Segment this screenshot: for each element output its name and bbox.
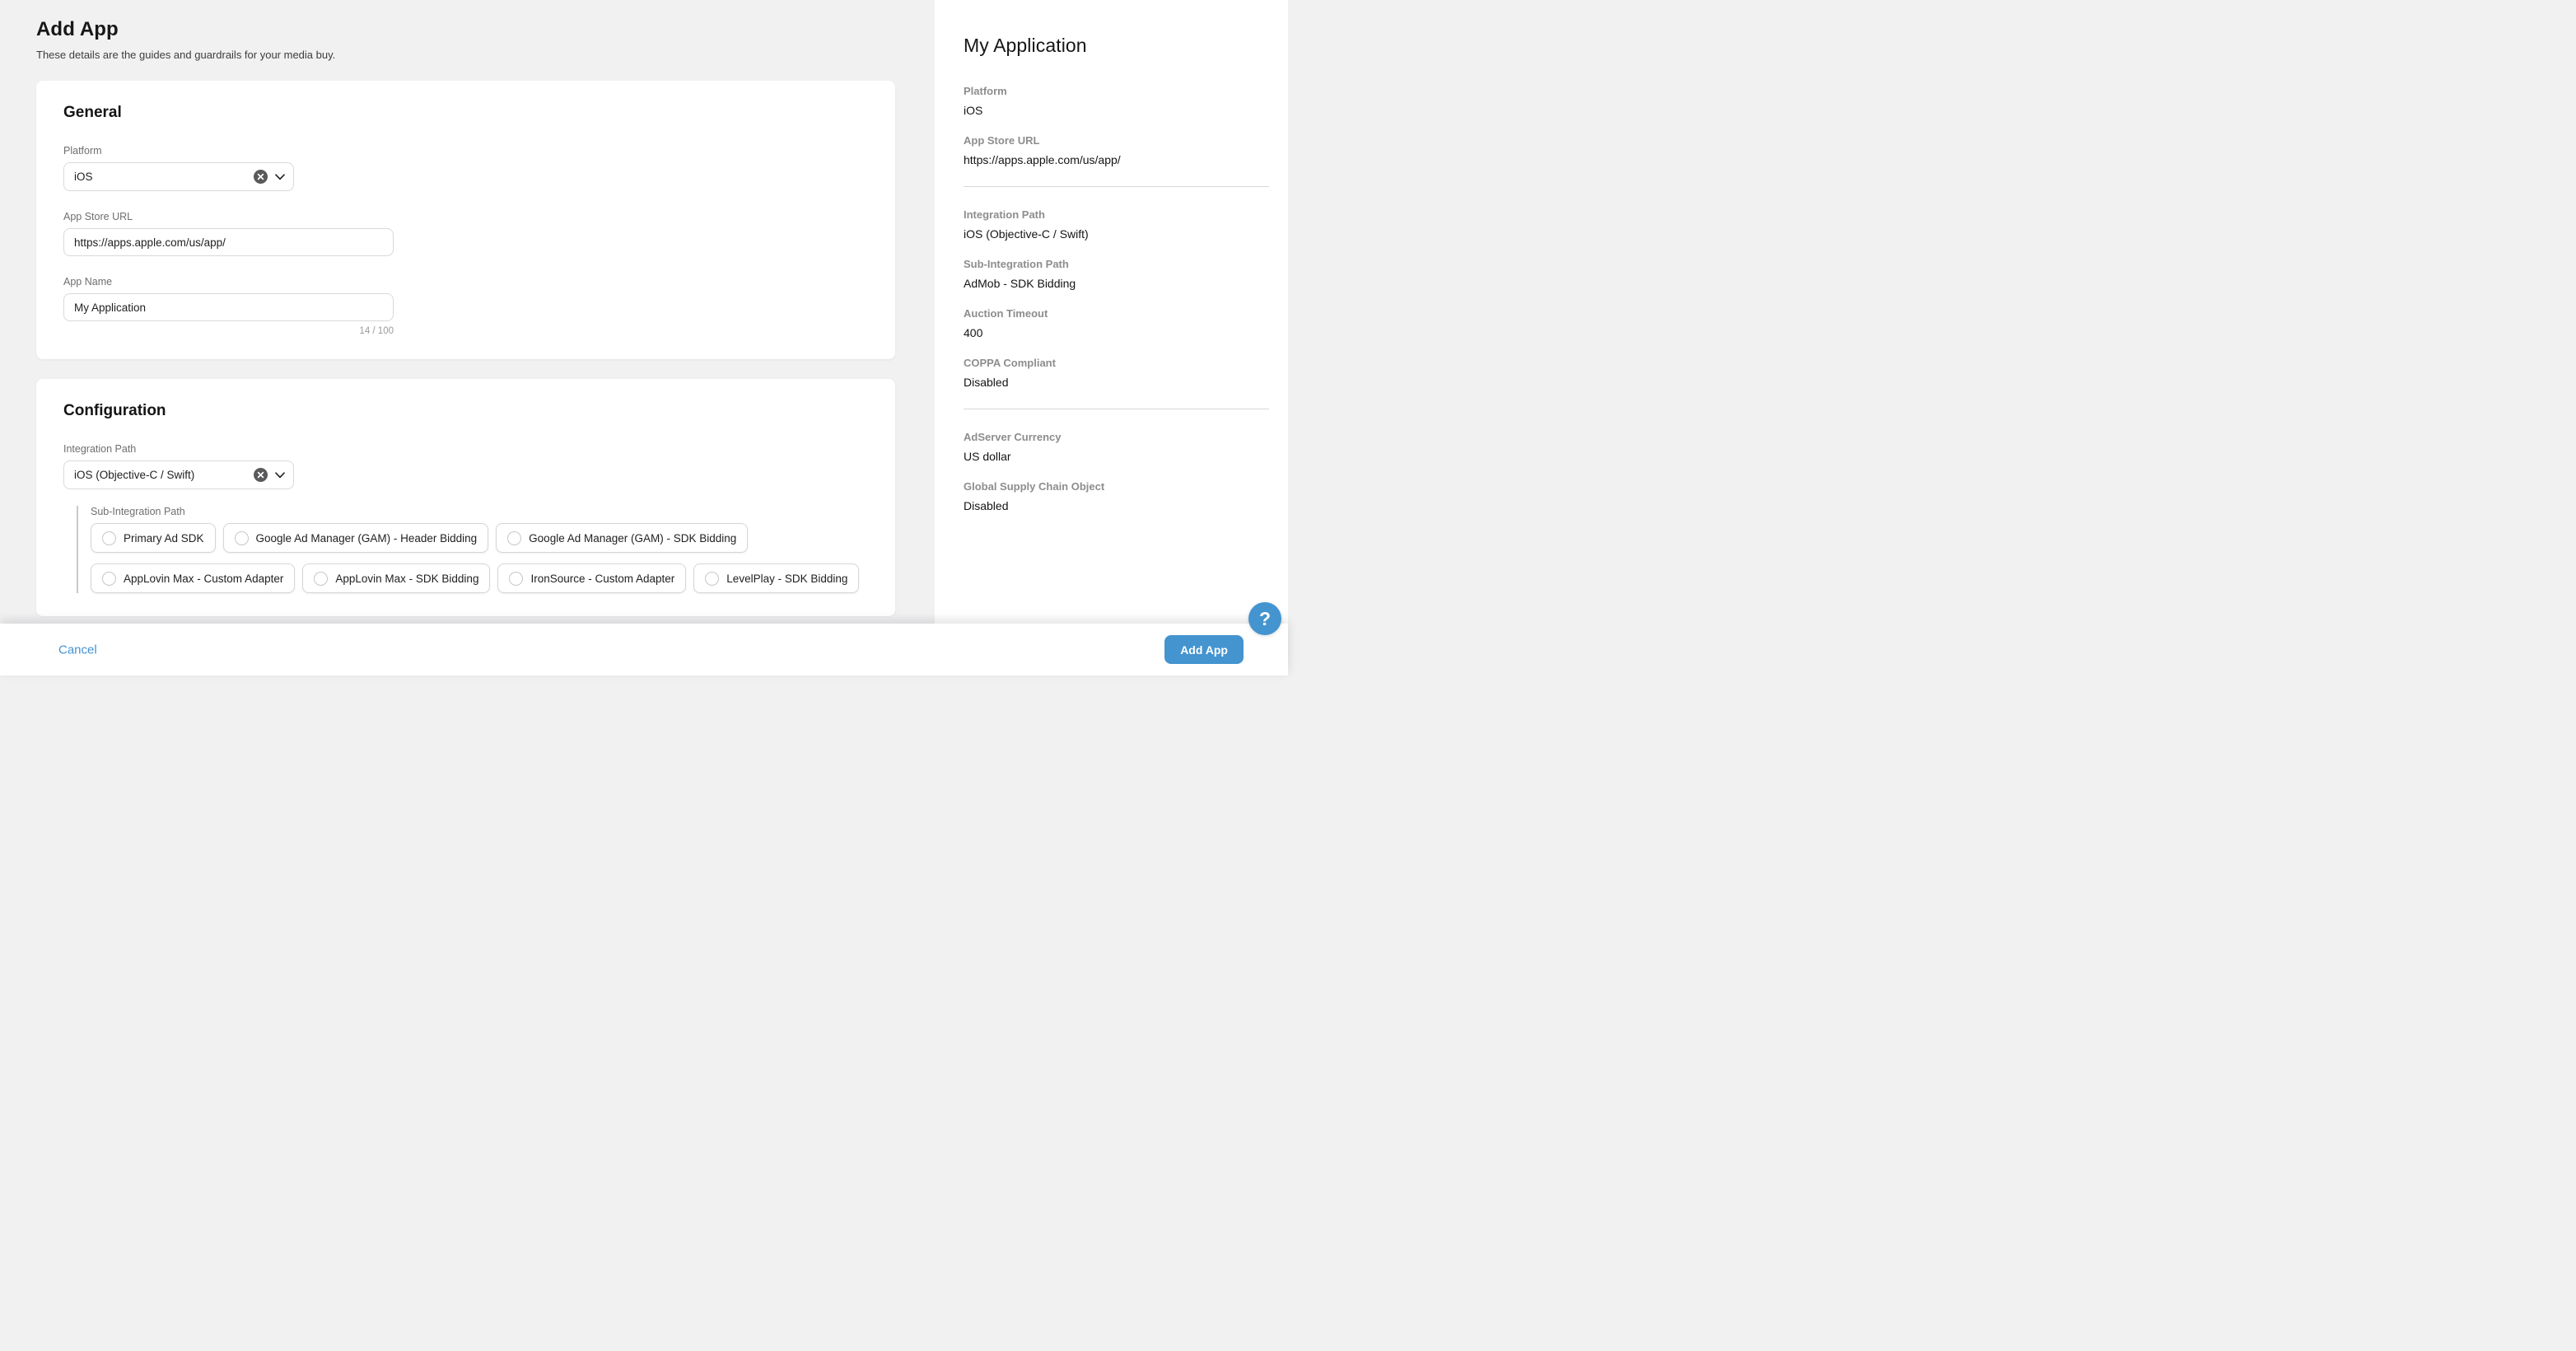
radio-option-applovin-custom-adapter[interactable]: AppLovin Max - Custom Adapter — [91, 563, 296, 593]
summary-field-label: Auction Timeout — [964, 307, 1048, 320]
radio-button[interactable] — [507, 531, 522, 545]
general-card: General Platform iOS App Store — [36, 81, 895, 359]
summary-field-value: https://apps.apple.com/us/app/ — [964, 153, 1121, 166]
app-store-url-label: App Store URL — [63, 211, 133, 222]
cancel-button[interactable]: Cancel — [58, 643, 97, 657]
summary-field-value: 400 — [964, 326, 983, 339]
chevron-down-icon[interactable] — [275, 173, 285, 180]
summary-field-label: Platform — [964, 85, 1007, 97]
integration-path-select[interactable]: iOS (Objective-C / Swift) — [63, 460, 294, 489]
summary-field-value: AdMob - SDK Bidding — [964, 277, 1076, 290]
summary-platform: Platform iOS — [964, 85, 1269, 117]
summary-divider — [964, 186, 1269, 187]
summary-field-label: AdServer Currency — [964, 431, 1062, 443]
app-name-label: App Name — [63, 276, 113, 287]
app-name-input[interactable] — [63, 293, 394, 321]
radio-button[interactable] — [102, 531, 116, 545]
configuration-card: Configuration Integration Path iOS (Obje… — [36, 379, 895, 616]
radio-option-label: IronSource - Custom Adapter — [530, 572, 675, 585]
summary-app-store-url: App Store URL https://apps.apple.com/us/… — [964, 134, 1269, 166]
app-store-url-input[interactable] — [63, 228, 394, 256]
radio-option-label: Google Ad Manager (GAM) - SDK Bidding — [529, 531, 737, 545]
radio-option-applovin-sdk-bidding[interactable]: AppLovin Max - SDK Bidding — [302, 563, 491, 593]
platform-select-value: iOS — [74, 171, 93, 183]
app-name-field: App Name 14 / 100 — [63, 276, 868, 336]
summary-sub-integration-path: Sub-Integration Path AdMob - SDK Bidding — [964, 258, 1269, 290]
platform-field: Platform iOS — [63, 145, 868, 191]
summary-field-label: Integration Path — [964, 208, 1045, 221]
radio-button[interactable] — [102, 571, 116, 586]
radio-option-levelplay-sdk-bidding[interactable]: LevelPlay - SDK Bidding — [693, 563, 860, 593]
page-subtitle: These details are the guides and guardra… — [36, 49, 336, 61]
summary-field-label: Global Supply Chain Object — [964, 480, 1105, 493]
summary-field-label: Sub-Integration Path — [964, 258, 1069, 270]
radio-button[interactable] — [234, 531, 249, 545]
clear-icon[interactable] — [254, 468, 268, 482]
summary-field-value: US dollar — [964, 450, 1011, 463]
radio-button[interactable] — [509, 571, 524, 586]
app-name-char-counter: 14 / 100 — [359, 326, 394, 336]
chevron-down-icon[interactable] — [275, 471, 285, 479]
help-button[interactable]: ? — [1248, 602, 1281, 635]
sub-integration-section: Sub-Integration Path Primary Ad SDK Goog… — [77, 506, 868, 593]
app-store-url-field: App Store URL — [63, 211, 868, 256]
summary-adserver-currency: AdServer Currency US dollar — [964, 431, 1269, 463]
radio-button[interactable] — [314, 571, 329, 586]
summary-global-supply-chain-object: Global Supply Chain Object Disabled — [964, 480, 1269, 512]
radio-option-ironsource-custom-adapter[interactable]: IronSource - Custom Adapter — [497, 563, 687, 593]
summary-sidebar: My Application Platform iOS App Store UR… — [935, 0, 1288, 676]
action-bar: Cancel Add App — [0, 624, 1288, 676]
summary-field-label: App Store URL — [964, 134, 1040, 147]
summary-integration-path: Integration Path iOS (Objective-C / Swif… — [964, 208, 1269, 241]
summary-field-value: Disabled — [964, 499, 1009, 512]
summary-auction-timeout: Auction Timeout 400 — [964, 307, 1269, 339]
sub-integration-label: Sub-Integration Path — [91, 506, 185, 517]
add-app-form-area: Add App These details are the guides and… — [0, 0, 935, 676]
summary-title: My Application — [964, 35, 1087, 56]
radio-option-gam-sdk-bidding[interactable]: Google Ad Manager (GAM) - SDK Bidding — [496, 523, 749, 553]
summary-field-value: Disabled — [964, 376, 1009, 389]
integration-path-label: Integration Path — [63, 443, 137, 455]
summary-field-value: iOS — [964, 104, 983, 117]
integration-path-field: Integration Path iOS (Objective-C / Swif… — [63, 443, 868, 489]
radio-option-label: Google Ad Manager (GAM) - Header Bidding — [255, 531, 478, 545]
radio-option-gam-header-bidding[interactable]: Google Ad Manager (GAM) - Header Bidding — [222, 523, 489, 553]
page-title: Add App — [36, 18, 119, 40]
radio-option-label: LevelPlay - SDK Bidding — [726, 572, 848, 585]
radio-option-primary-ad-sdk[interactable]: Primary Ad SDK — [91, 523, 216, 553]
radio-button[interactable] — [705, 571, 720, 586]
radio-option-label: AppLovin Max - SDK Bidding — [335, 572, 479, 585]
platform-select[interactable]: iOS — [63, 162, 294, 191]
add-app-button[interactable]: Add App — [1164, 635, 1244, 664]
platform-label: Platform — [63, 145, 102, 157]
clear-icon[interactable] — [254, 170, 268, 184]
configuration-heading: Configuration — [63, 402, 166, 419]
integration-path-select-value: iOS (Objective-C / Swift) — [74, 469, 195, 481]
radio-option-label: Primary Ad SDK — [124, 531, 204, 545]
summary-field-value: iOS (Objective-C / Swift) — [964, 227, 1089, 241]
radio-option-label: AppLovin Max - Custom Adapter — [124, 572, 284, 585]
general-heading: General — [63, 104, 122, 121]
sub-integration-options: Primary Ad SDK Google Ad Manager (GAM) -… — [91, 523, 868, 593]
question-mark-icon: ? — [1258, 607, 1272, 629]
summary-coppa: COPPA Compliant Disabled — [964, 357, 1269, 389]
summary-field-label: COPPA Compliant — [964, 357, 1056, 369]
